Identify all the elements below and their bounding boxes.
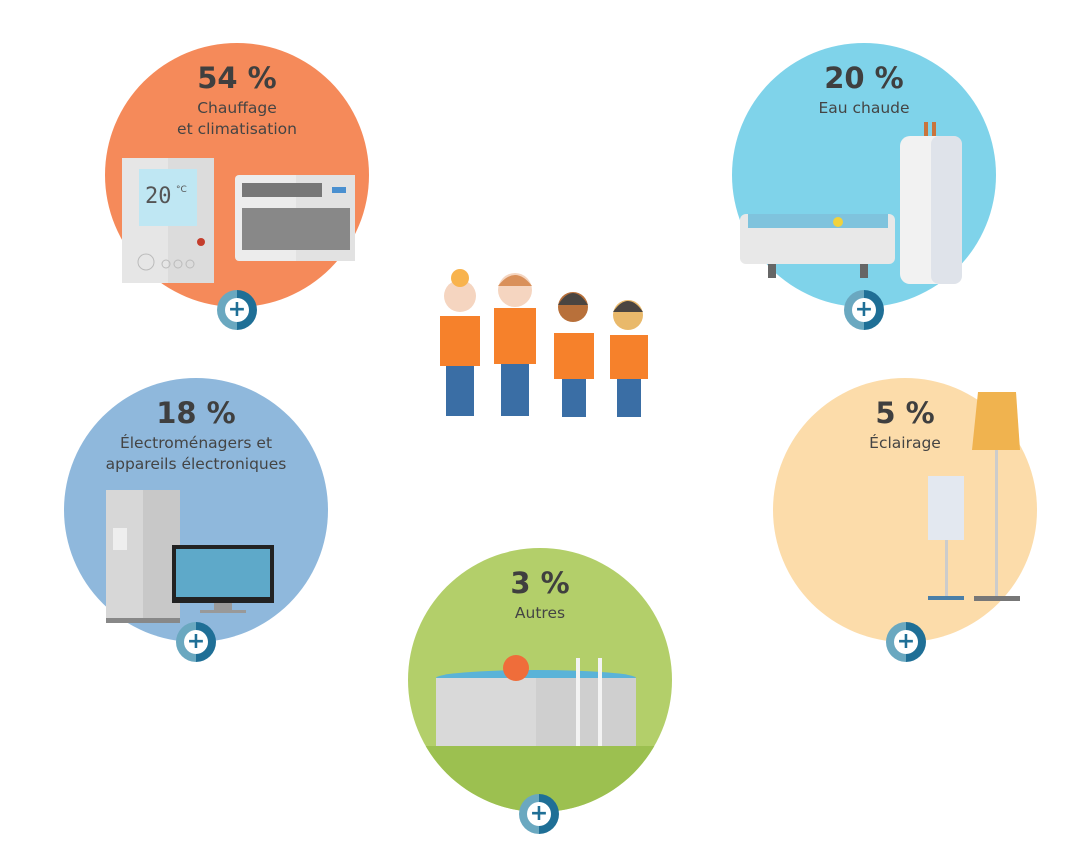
percent: 3 % bbox=[510, 566, 570, 600]
expand-heating-button[interactable]: + bbox=[217, 290, 257, 330]
plus-icon: + bbox=[184, 630, 208, 654]
television-icon bbox=[172, 545, 274, 613]
percent: 54 % bbox=[197, 61, 277, 95]
expand-lighting-button[interactable]: + bbox=[886, 622, 926, 662]
pool-icon bbox=[436, 655, 636, 746]
thermostat-icon: 20 °C bbox=[122, 158, 214, 283]
plus-icon: + bbox=[527, 802, 551, 826]
table-lamp-icon bbox=[928, 476, 964, 600]
refrigerator-icon bbox=[106, 490, 180, 623]
expand-appliances-button[interactable]: + bbox=[176, 622, 216, 662]
expand-other-button[interactable]: + bbox=[519, 794, 559, 834]
plus-icon: + bbox=[852, 298, 876, 322]
plus-icon: + bbox=[225, 298, 249, 322]
label: Chauffage et climatisation bbox=[177, 99, 297, 138]
svg-text:°C: °C bbox=[176, 185, 187, 195]
air-conditioner-icon bbox=[235, 175, 355, 261]
expand-hot-water-button[interactable]: + bbox=[844, 290, 884, 330]
bathtub-icon bbox=[740, 214, 895, 278]
water-heater-icon bbox=[900, 122, 962, 284]
svg-text:20: 20 bbox=[145, 184, 172, 209]
label: Autres bbox=[514, 604, 566, 622]
family-icon bbox=[440, 269, 648, 417]
floor-lamp-icon bbox=[972, 392, 1020, 601]
plus-icon: + bbox=[894, 630, 918, 654]
category-other: 3 % Autres bbox=[408, 548, 672, 812]
